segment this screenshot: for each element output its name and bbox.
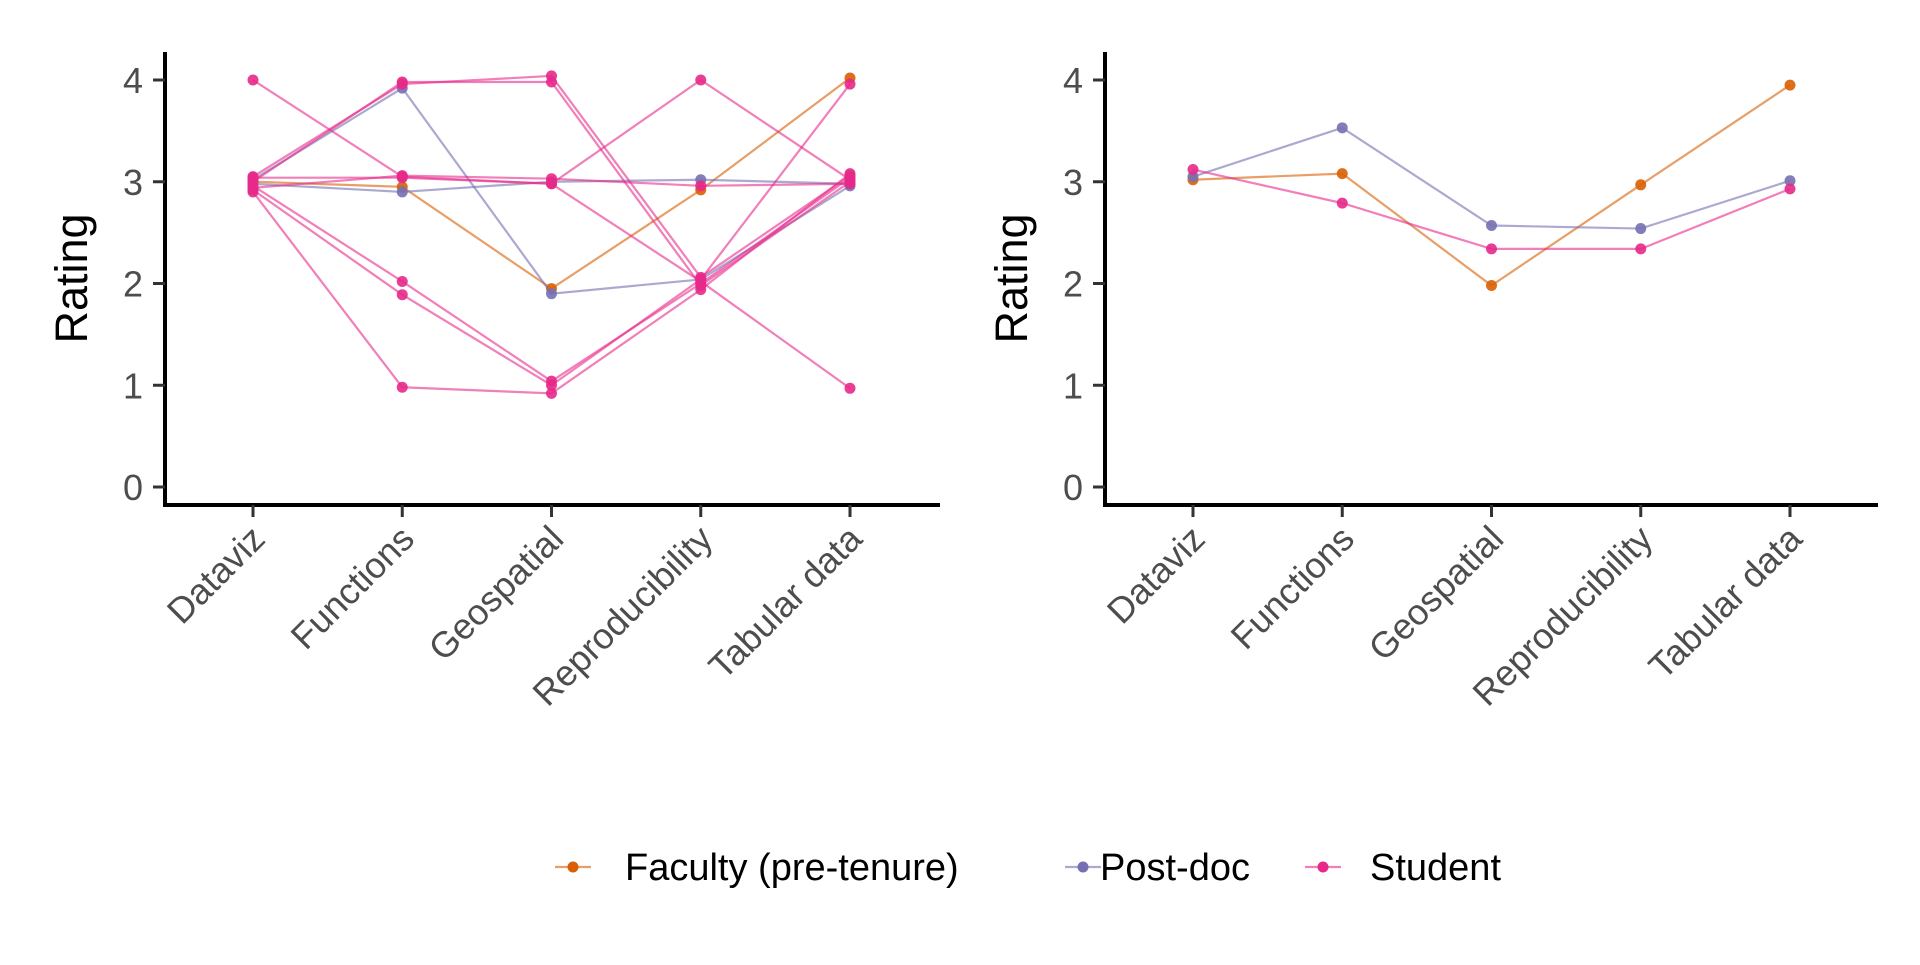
y-tick-label: 0 <box>123 467 143 508</box>
y-tick-label: 0 <box>1063 467 1083 508</box>
data-point <box>396 275 408 287</box>
y-tick-label: 1 <box>123 365 143 406</box>
data-point <box>1336 197 1348 209</box>
data-point <box>396 76 408 88</box>
y-axis-title: Rating <box>986 213 1037 343</box>
y-tick-label: 3 <box>1063 162 1083 203</box>
series-line <box>1192 126 1791 230</box>
y-tick-label: 2 <box>1063 264 1083 305</box>
data-point <box>844 168 856 180</box>
data-point <box>396 172 408 184</box>
data-point <box>1486 243 1497 255</box>
data-point <box>247 186 259 198</box>
series-faculty-pre-tenure-1 <box>1187 79 1796 292</box>
data-point <box>844 382 856 394</box>
series-student-11 <box>247 172 856 394</box>
x-tick-label-tabular-data: Tabular data <box>701 517 871 687</box>
series-student-10 <box>247 168 856 399</box>
data-point <box>695 275 707 287</box>
y-tick-label: 4 <box>1063 60 1083 101</box>
data-point <box>396 186 408 198</box>
y-tick-label: 2 <box>123 264 143 305</box>
legend-item-faculty-pre-tenure: Faculty (pre-tenure) <box>555 847 959 889</box>
data-point <box>546 288 557 300</box>
y-tick-label: 3 <box>123 162 143 203</box>
series-line <box>252 176 851 383</box>
series-line <box>253 176 851 390</box>
data-point <box>1336 122 1348 134</box>
data-point <box>546 387 557 399</box>
data-point <box>1187 164 1199 176</box>
data-point <box>546 178 557 190</box>
legend-item-student: Student <box>1305 847 1501 889</box>
x-tick-label-geospatial: Geospatial <box>420 518 571 669</box>
legend-label: Student <box>1370 847 1501 889</box>
data-point <box>247 172 259 184</box>
legend-label: Post-doc <box>1100 847 1250 889</box>
data-point <box>695 284 707 296</box>
data-point <box>1635 243 1647 255</box>
x-tick-label-tabular-data: Tabular data <box>1641 517 1811 687</box>
data-point <box>1635 223 1647 235</box>
data-point <box>396 381 408 393</box>
series-student-3 <box>1187 164 1796 255</box>
y-tick-label: 4 <box>123 60 143 101</box>
data-point <box>1336 168 1348 180</box>
y-tick-label: 1 <box>1063 365 1083 406</box>
data-point <box>396 289 408 301</box>
series-line <box>252 78 851 185</box>
legend-key-point <box>1077 861 1089 873</box>
x-tick-label-functions: Functions <box>283 518 422 657</box>
x-tick-label-geospatial: Geospatial <box>1360 518 1511 669</box>
data-point <box>695 74 707 86</box>
series-line <box>1192 84 1791 287</box>
series-post-doc-2 <box>247 82 856 300</box>
data-point <box>844 78 856 90</box>
data-point <box>546 76 557 88</box>
data-point <box>546 379 557 391</box>
series-student-8 <box>247 172 856 387</box>
x-tick-label-dataviz: Dataviz <box>159 518 273 632</box>
data-point <box>695 180 707 192</box>
x-tick-label-dataviz: Dataviz <box>1099 518 1213 632</box>
series-line <box>252 83 851 387</box>
data-point <box>1784 183 1796 195</box>
x-tick-label-functions: Functions <box>1223 518 1362 657</box>
legend-item-post-doc: Post-doc <box>1065 847 1250 889</box>
data-point <box>1635 179 1647 191</box>
legend: Faculty (pre-tenure) Post-doc Student <box>555 847 1501 889</box>
series-post-doc-2 <box>1187 122 1796 235</box>
y-axis-title: Rating <box>46 213 97 343</box>
data-point <box>1486 220 1497 232</box>
legend-label: Faculty (pre-tenure) <box>625 847 959 889</box>
data-point <box>1486 280 1497 292</box>
series-student-7 <box>247 74 856 190</box>
legend-key-point <box>1317 861 1329 873</box>
data-point <box>247 74 259 86</box>
legend-key-point <box>567 861 579 873</box>
data-point <box>1784 79 1796 91</box>
data-point <box>1784 175 1796 187</box>
